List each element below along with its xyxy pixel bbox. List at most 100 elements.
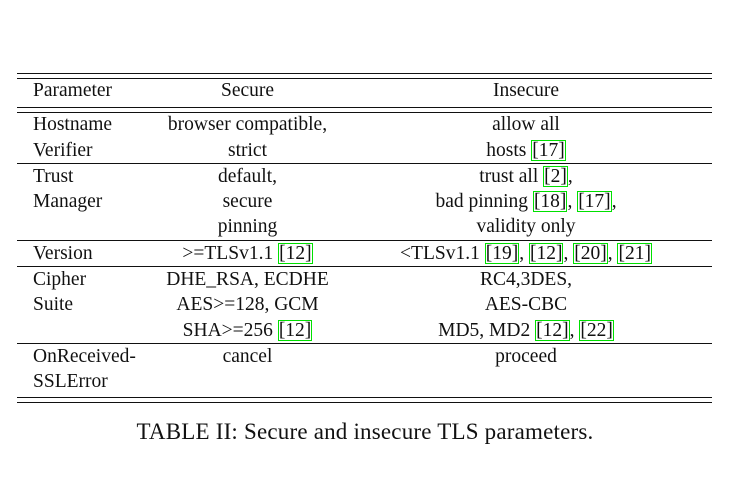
header-insecure: Insecure [492,80,560,101]
parameter-line: SSLError [33,371,108,393]
secure-line: AES>=128, GCM [155,292,340,317]
citation-link[interactable]: [20] [573,242,608,264]
citation-link[interactable]: [12] [535,319,570,341]
cell-text: <TLSv1.1 [400,242,485,264]
insecure-line: AES-CBC [340,292,712,317]
insecure-line: trust all [2], [340,164,712,189]
cell-text: , [519,242,529,264]
cell-text: bad pinning [435,191,533,213]
secure-cell: >=TLSv1.1 [12] [155,241,340,266]
cell-text: trust all [479,165,544,187]
cell-text: cancel [222,345,273,367]
table-top-rule [17,73,712,79]
parameter-line: Cipher [33,269,87,291]
cell-text: pinning [217,216,278,238]
cell-text: MD5, MD2 [438,319,536,341]
parameter-cell: Version [17,241,155,266]
secure-cell: browser compatible, strict [155,112,340,163]
citation-link[interactable]: [17] [531,139,566,161]
citation-link[interactable]: [2] [543,165,568,187]
cell-text: , [569,319,580,341]
secure-cell: cancel [155,344,340,395]
table-body: Hostname Verifier browser compatible, stric… [17,112,712,394]
citation-link[interactable]: [12] [277,319,313,341]
header-rule [17,107,712,114]
insecure-line: bad pinning [18], [17], [340,189,712,214]
row-divider [17,342,712,344]
tls-parameters-table: Parameter Secure Insecure Hostname Verifi… [17,73,712,403]
insecure-cell: trust all [2], bad pinning [18], [17], val… [340,164,712,240]
table-caption: TABLE II: Secure and insecure TLS parame… [136,419,594,444]
row-divider [17,239,712,241]
parameter-line: OnReceived- [33,345,136,367]
citation-link[interactable]: [17] [577,191,612,213]
parameter-cell: Hostname Verifier [17,112,155,163]
parameter-cell: Trust Manager [17,164,155,240]
cell-text: >=TLSv1.1 [182,242,279,264]
citation-link[interactable]: [12] [528,242,564,264]
secure-cell: default, secure pinning [155,164,340,240]
row-divider [17,266,712,268]
header-parameter: Parameter [33,80,113,101]
parameter-line: Version [33,242,93,264]
secure-line: secure [155,189,340,214]
secure-line: DHE_RSA, ECDHE [155,267,340,292]
cell-text: default, [217,165,277,187]
secure-line: default, [155,164,340,189]
insecure-cell: RC4,3DES, AES-CBC MD5, MD2 [12], [22] [340,267,712,343]
table-header-row: Parameter Secure Insecure [17,78,712,103]
insecure-line: validity only [340,214,712,239]
parameter-line: Suite [33,294,74,316]
secure-cell: DHE_RSA, ECDHE AES>=128, GCM SHA>=256 [12] [155,267,340,343]
citation-link[interactable]: [12] [278,242,313,264]
cell-text: , [567,165,573,187]
cell-text: secure [222,191,273,213]
cell-text: SHA>=256 [182,319,278,341]
citation-link[interactable]: [18] [532,191,568,213]
insecure-line: proceed [340,344,712,369]
secure-line: strict [155,138,340,163]
insecure-cell: allow all hosts [17] [340,112,712,163]
citation-link[interactable]: [22] [579,319,614,341]
cell-text: AES>=128, GCM [176,294,319,316]
parameter-line: Trust [33,165,74,187]
citation-link[interactable]: [21] [617,242,652,264]
parameter-cell: OnReceived- SSLError [17,344,155,395]
cell-text: validity only [476,216,576,238]
table-row: Cipher Suite DHE_RSA, ECDHE AES>=128, GCM SH… [17,267,712,343]
secure-line: >=TLSv1.1 [12] [155,241,340,266]
cell-text: proceed [495,345,557,367]
table-row: Version >=TLSv1.1 [12] <TLSv1.1 [19], [12]… [17,241,712,266]
cell-text: browser compatible, [167,114,328,136]
cell-text: RC4,3DES, [479,269,573,291]
parameter-line: Hostname [33,114,113,136]
insecure-line: RC4,3DES, [340,267,712,292]
citation-link[interactable]: [19] [484,242,520,264]
insecure-line: allow all [340,112,712,137]
secure-line: SHA>=256 [12] [155,318,340,343]
table-row: Trust Manager default, secure pinning trust a… [17,164,712,240]
insecure-line: <TLSv1.1 [19], [12], [20], [21] [340,241,712,266]
cell-text: , [607,242,618,264]
secure-line: browser compatible, [155,112,340,137]
insecure-cell: proceed [340,344,712,395]
insecure-line: MD5, MD2 [12], [22] [340,318,712,343]
cell-text: , [567,191,578,213]
secure-line: pinning [155,214,340,239]
cell-text: strict [228,139,267,161]
cell-text: , [611,191,617,213]
parameter-line: Manager [33,191,103,213]
parameter-cell: Cipher Suite [17,267,155,343]
cell-text: hosts [486,139,532,161]
insecure-line: hosts [17] [340,138,712,163]
row-divider [17,162,712,164]
cell-text: DHE_RSA, ECDHE [166,269,329,291]
cell-text: AES-CBC [484,294,568,316]
table-bottom-rule [17,396,712,403]
parameter-line: Verifier [33,139,93,161]
secure-line: cancel [155,344,340,369]
cell-text: , [563,242,574,264]
table-row: OnReceived- SSLError cancel proceed [17,344,712,395]
table-row: Hostname Verifier browser compatible, stric… [17,112,712,163]
header-secure: Secure [220,80,275,101]
